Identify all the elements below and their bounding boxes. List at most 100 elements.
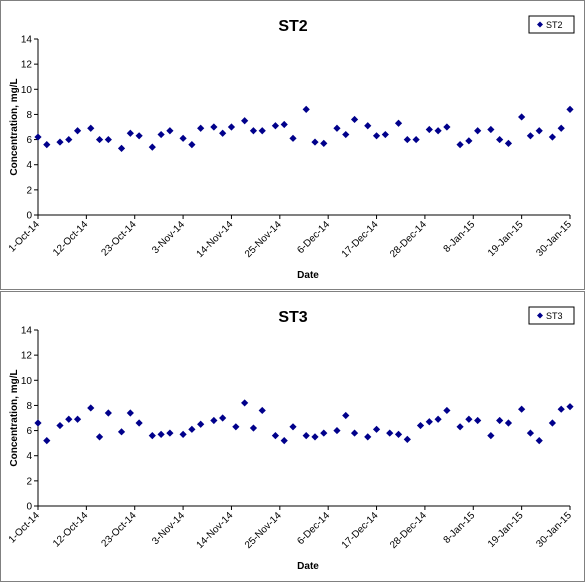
data-point <box>34 419 42 427</box>
data-point <box>526 132 535 140</box>
data-point <box>487 432 495 440</box>
data-point <box>289 134 297 142</box>
x-tick-label: 28-Dec-14 <box>388 510 429 551</box>
x-tick-label: 23-Oct-14 <box>99 219 139 259</box>
x-tick-label: 3-Nov-14 <box>150 219 187 256</box>
data-point <box>302 432 310 440</box>
legend-marker <box>537 21 543 28</box>
data-point <box>56 421 64 430</box>
legend-box <box>528 306 575 325</box>
data-point <box>350 115 359 124</box>
data-point <box>535 437 543 445</box>
x-tick-label: 23-Oct-14 <box>99 510 139 550</box>
data-point <box>311 433 319 441</box>
x-tick-label: 6-Dec-14 <box>295 219 332 256</box>
data-point <box>157 130 165 139</box>
data-point <box>465 415 473 423</box>
x-tick-label: 17-Dec-14 <box>340 510 381 551</box>
data-point <box>179 134 187 142</box>
x-tick-label: 30-Jan-15 <box>534 219 574 259</box>
data-point <box>443 406 451 415</box>
data-point <box>126 409 134 417</box>
data-point <box>504 139 513 147</box>
data-point <box>425 125 433 134</box>
data-point <box>333 426 341 435</box>
chart-title: ST3 <box>278 309 307 326</box>
legend-box <box>528 15 575 34</box>
data-point <box>56 138 64 146</box>
data-point <box>320 139 328 147</box>
x-tick-label: 6-Dec-14 <box>295 510 332 547</box>
y-tick-label: 8 <box>26 401 32 412</box>
data-point <box>372 132 381 140</box>
data-point <box>474 127 482 135</box>
data-point <box>166 429 174 437</box>
data-point <box>518 113 526 121</box>
x-tick-label: 8-Jan-15 <box>442 510 478 546</box>
data-point <box>188 425 196 433</box>
data-point <box>126 129 134 137</box>
chart-panel-st2: ST2 0 2 4 6 8 10 12 14 1-Oct-14 12-Oct-14 23-Oct-14… <box>0 0 585 290</box>
x-tick-label: 25-Nov-14 <box>243 510 284 551</box>
data-point <box>148 432 156 440</box>
data-point <box>166 127 174 135</box>
legend-label: ST2 <box>546 20 563 30</box>
data-point <box>219 414 227 422</box>
data-point <box>249 424 258 432</box>
data-point <box>456 423 464 431</box>
data-point <box>434 127 442 135</box>
data-point <box>566 105 574 113</box>
y-tick-label: 4 <box>26 160 32 171</box>
data-point <box>271 122 280 130</box>
data-point <box>394 430 403 438</box>
data-point <box>280 120 288 129</box>
data-point <box>364 433 372 441</box>
y-tick-label: 8 <box>26 110 32 121</box>
y-tick-label: 4 <box>26 451 32 462</box>
data-point <box>487 125 495 134</box>
x-axis-title: Date <box>297 270 319 281</box>
y-tick-label: 12 <box>21 60 33 71</box>
data-point <box>241 399 249 407</box>
chart-st3: ST3 0 2 4 6 8 10 12 14 1-Oct-14 12-Oct-14 23-Oct-14… <box>7 306 575 572</box>
data-point <box>104 409 112 417</box>
data-point <box>474 416 482 425</box>
data-point <box>456 141 464 149</box>
data-point <box>372 425 381 433</box>
y-axis-title: Concentration, mg/L <box>9 369 20 466</box>
x-tick-label: 17-Dec-14 <box>340 219 381 260</box>
data-point <box>465 137 473 145</box>
data-point <box>148 143 156 151</box>
data-point <box>197 420 205 428</box>
data-point <box>548 133 557 141</box>
data-point <box>403 435 411 443</box>
data-point <box>227 123 236 131</box>
y-tick-label: 0 <box>26 211 32 222</box>
data-point <box>258 406 266 415</box>
chart-st2: ST2 0 2 4 6 8 10 12 14 1-Oct-14 12-Oct-14 23-Oct-14… <box>7 15 575 281</box>
y-tick-label: 6 <box>26 135 32 146</box>
x-tick-label: 28-Dec-14 <box>388 219 429 260</box>
data-point <box>73 127 82 135</box>
data-point <box>87 124 95 132</box>
data-point <box>249 127 258 135</box>
data-point <box>496 135 504 144</box>
data-point <box>157 430 165 438</box>
y-tick-label: 2 <box>26 476 32 487</box>
data-point <box>43 437 51 445</box>
data-point <box>241 117 249 125</box>
x-tick-label: 3-Nov-14 <box>150 510 187 547</box>
data-point <box>258 127 266 135</box>
y-tick-label: 12 <box>21 351 33 362</box>
y-tick-label: 0 <box>26 502 32 513</box>
data-point <box>350 429 359 437</box>
data-point <box>289 423 297 431</box>
data-point <box>65 135 73 144</box>
data-point <box>394 119 403 127</box>
data-point <box>364 122 372 130</box>
data-point <box>232 423 240 431</box>
data-point <box>535 127 543 135</box>
data-point <box>117 144 126 152</box>
data-point <box>403 135 411 144</box>
y-tick-label: 10 <box>21 376 33 387</box>
